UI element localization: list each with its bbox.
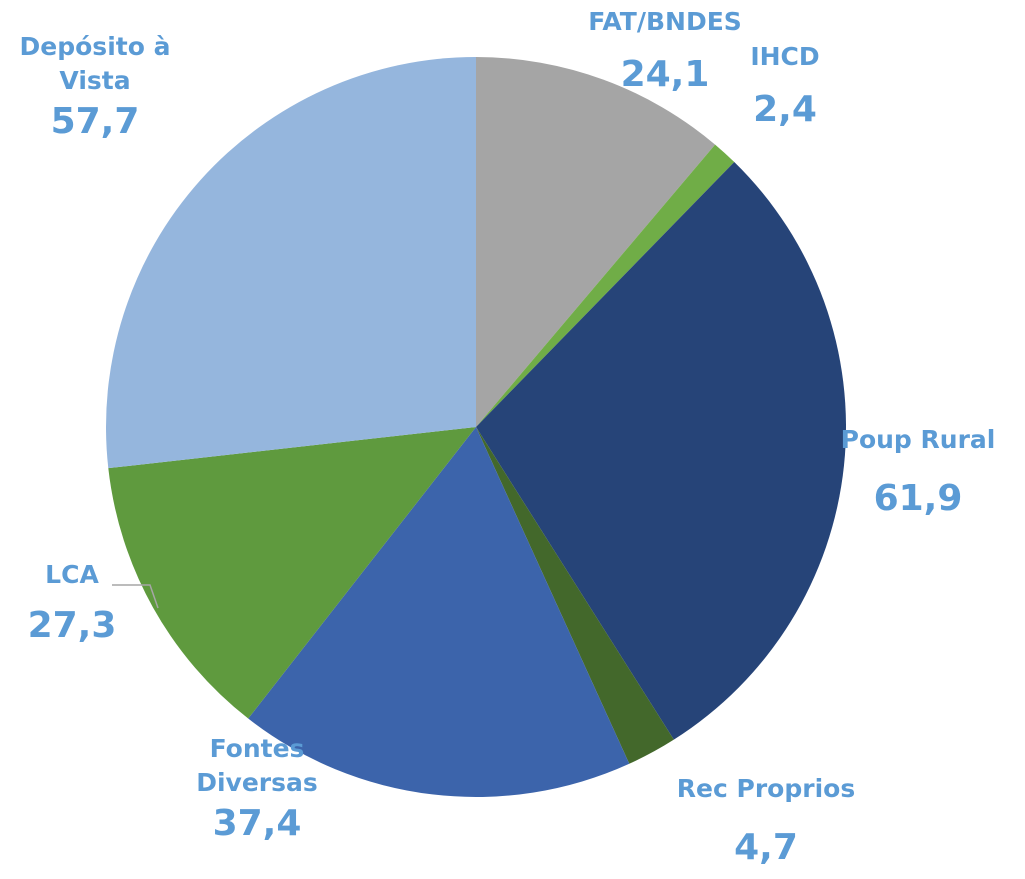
data-label: Depósito à Vista 57,7 bbox=[0, 30, 195, 146]
pie-slice bbox=[248, 427, 630, 797]
category-label: IHCD bbox=[750, 42, 820, 71]
category-label: Rec Proprios bbox=[676, 774, 856, 803]
data-label: Poup Rural 61,9 bbox=[818, 423, 1018, 523]
pie-slice bbox=[476, 427, 674, 764]
data-label: LCA 27,3 bbox=[22, 558, 122, 650]
value-label: 4,7 bbox=[734, 827, 798, 868]
value-label: 57,7 bbox=[50, 101, 140, 142]
value-label: 37,4 bbox=[212, 803, 302, 844]
category-label: Fontes Diversas bbox=[196, 734, 318, 797]
value-label: 24,1 bbox=[620, 54, 710, 95]
pie-slice bbox=[476, 144, 735, 427]
pie-slice bbox=[476, 162, 846, 740]
category-label: LCA bbox=[45, 560, 99, 589]
category-label: FAT/BNDES bbox=[588, 7, 742, 36]
category-label: Poup Rural bbox=[840, 425, 996, 454]
data-label: IHCD 2,4 bbox=[725, 40, 845, 134]
pie-slice bbox=[108, 427, 477, 719]
value-label: 61,9 bbox=[873, 478, 963, 519]
pie-slice bbox=[476, 57, 716, 427]
value-label: 27,3 bbox=[27, 605, 117, 646]
data-label: Rec Proprios 4,7 bbox=[656, 772, 876, 872]
category-label: Depósito à Vista bbox=[19, 32, 171, 95]
data-label: FAT/BNDES 24,1 bbox=[555, 5, 775, 99]
value-label: 2,4 bbox=[753, 89, 817, 130]
pie-slice bbox=[106, 57, 477, 469]
leader-line bbox=[112, 584, 159, 609]
data-label: Fontes Diversas 37,4 bbox=[172, 732, 342, 848]
